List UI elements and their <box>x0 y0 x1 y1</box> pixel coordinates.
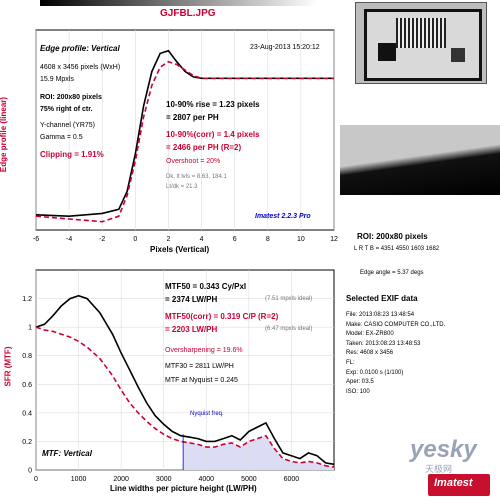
edge-xlabel: Pixels (Vertical) <box>150 245 210 254</box>
edge-profile-curve <box>35 49 334 218</box>
watermark-site: yesky <box>410 436 477 463</box>
gradient-strip <box>40 0 318 6</box>
mtf-x-tick-label: 5000 <box>241 476 257 483</box>
exif-aper: Aper: f/3.5 <box>346 379 374 386</box>
edge-profile-corr-curve <box>35 60 334 223</box>
mtf-corr-curve <box>35 326 335 468</box>
exif-list: File: 2013:08:23 13:48:54 Make: CASIO CO… <box>346 311 445 397</box>
edge-rise-1: 10-90% rise = 1.23 pixels <box>166 100 260 109</box>
mtf-x-tick-label: 1000 <box>71 476 87 483</box>
edge-x-tick-label: 0 <box>133 236 137 243</box>
edge-x-ticks: -6 -4 -2 0 2 4 6 8 10 12 <box>33 236 338 243</box>
mtf50-corr-1: MTF50(corr) = 0.319 C/P (R=2) <box>165 312 279 321</box>
edge-clipping: Clipping = 1.91% <box>40 150 104 159</box>
edge-date: 23-Aug-2013 15:20:12 <box>250 44 320 51</box>
edge-grid <box>35 30 335 230</box>
mtf-curve <box>35 294 335 466</box>
roi-title: ROI: 200x80 pixels <box>357 232 428 241</box>
mtf-x-ticks: 0 1000 2000 3000 4000 5000 6000 <box>34 476 299 483</box>
exif-title: Selected EXIF data <box>346 294 418 303</box>
edge-info-4: Y-channel (YR75) <box>40 122 95 129</box>
edge-corr-1: 10-90%(corr) = 1.4 pixels <box>166 130 260 139</box>
edge-corr-2: = 2466 per PH (R=2) <box>166 143 242 152</box>
exif-model: Model: EX-ZR800 <box>346 331 394 338</box>
mtf-panel-label: MTF: Vertical <box>42 449 92 458</box>
file-title: GJFBL.JPG <box>160 8 216 19</box>
imatest-version: Imatest 2.2.3 Pro <box>255 213 311 220</box>
mtf50-corr-2: = 2203 LW/PH <box>165 325 218 334</box>
edge-info-2: ROI: 200x80 pixels <box>40 94 102 101</box>
mtf-ylabel: SFR (MTF) <box>3 346 13 387</box>
edge-info-0: 4608 x 3456 pixels (WxH) <box>40 64 121 71</box>
mtf-xlabel: Line widths per picture height (LW/PH) <box>110 484 257 493</box>
exif-file: File: 2013:08:23 13:48:54 <box>346 312 415 318</box>
roi-lrtb: L R T B = 4351 4550 1603 1682 <box>354 246 440 252</box>
test-chart-thumbnail <box>355 2 487 84</box>
oversharpening: Oversharpening = 19.6% <box>165 347 243 354</box>
exif-fl: FL: <box>346 359 355 366</box>
mtf-y-tick-label: 0.4 <box>22 410 32 417</box>
mtf-x-tick-label: 3000 <box>156 476 172 483</box>
edge-x-tick-label: 10 <box>297 236 305 243</box>
edge-x-tick-label: 12 <box>330 236 338 243</box>
edge-dk-2: Lt/dk = 21.3 <box>166 184 198 190</box>
mtf-y-tick-label: 1 <box>28 325 32 332</box>
mtf-chart: 0 1000 2000 3000 4000 5000 6000 0 0.2 0.4 0.6 0.8 1… <box>22 269 335 483</box>
edge-x-tick-label: 6 <box>233 236 237 243</box>
edge-x-tick-label: -2 <box>99 236 105 243</box>
watermark-sub: 天极网 <box>425 464 453 474</box>
roi-image <box>340 125 500 195</box>
exif-exp: Exp: 0.0100 s (1/100) <box>346 369 404 376</box>
mtf-y-tick-label: 1.2 <box>22 296 32 303</box>
nyquist-fill <box>183 435 334 470</box>
edge-panel-title: Edge profile: Vertical <box>40 44 120 53</box>
edge-rise-2: = 2807 per PH <box>166 113 219 122</box>
edge-ylabel: Edge profile (linear) <box>0 96 9 173</box>
mtf-y-tick-label: 0.8 <box>22 353 32 360</box>
edge-overshoot: Overshoot = 20% <box>166 158 221 165</box>
edge-plot-area <box>35 29 335 231</box>
mtf-y-tick-label: 0.6 <box>22 382 32 389</box>
mtf-y-tick-label: 0 <box>28 468 32 475</box>
edge-dk-1: Dk, lt lvls = 8.63, 184.1 <box>166 174 227 180</box>
mtf-nyquist: MTF at Nyquist = 0.245 <box>165 377 238 384</box>
mtf-y-tick-label: 0.2 <box>22 439 32 446</box>
thumbnail-bars <box>396 18 446 48</box>
thumbnail-block <box>378 43 396 61</box>
mtf50-corr-ideal: (6.47 mpxls ideal) <box>265 326 313 332</box>
exif-taken: Taken: 2013:08:23 13:48:53 <box>346 340 421 347</box>
edge-x-tick-label: 4 <box>200 236 204 243</box>
nyquist-label: Nyquist freq. <box>190 411 224 417</box>
edge-x-tick-label: 8 <box>266 236 270 243</box>
exif-res: Res: 4608 x 3456 <box>346 350 394 357</box>
edge-info-3: 75% right of ctr. <box>40 106 93 113</box>
mtf-x-tick-label: 0 <box>34 476 38 483</box>
edge-x-tick-label: 2 <box>166 236 170 243</box>
edge-profile-chart: -6 -4 -2 0 2 4 6 8 10 12 <box>33 29 338 243</box>
edge-info-5: Gamma = 0.5 <box>40 134 83 141</box>
mtf-x-tick-label: 4000 <box>198 476 214 483</box>
mtf50-1: MTF50 = 0.343 Cy/Pxl <box>165 282 247 291</box>
edge-x-tick-label: -6 <box>33 236 39 243</box>
mtf50-ideal: (7.51 mpxls ideal) <box>265 296 313 302</box>
exif-make: Make: CASIO COMPUTER CO.,LTD. <box>346 321 446 328</box>
edge-angle: Edge angle = 5.37 degs <box>360 270 424 276</box>
mtf-x-tick-label: 6000 <box>284 476 300 483</box>
edge-info-1: 15.9 Mpxls <box>40 76 74 83</box>
mtf30: MTF30 = 2811 LW/PH <box>165 363 234 370</box>
exif-iso: ISO: 100 <box>346 388 370 395</box>
mtf-x-tick-label: 2000 <box>113 476 129 483</box>
imatest-logo: Imatest <box>428 474 490 496</box>
imatest-logo-text: Imatest <box>434 477 473 489</box>
mtf-y-ticks: 0 0.2 0.4 0.6 0.8 1 1.2 <box>22 296 32 474</box>
thumbnail-block-2 <box>451 48 465 62</box>
edge-x-tick-label: -4 <box>66 236 72 243</box>
mtf50-2: = 2374 LW/PH <box>165 295 218 304</box>
